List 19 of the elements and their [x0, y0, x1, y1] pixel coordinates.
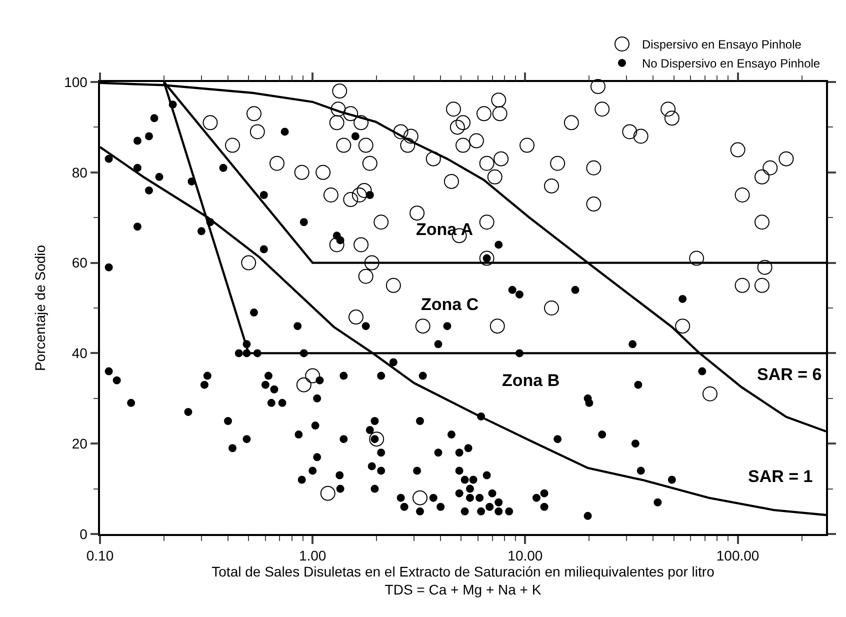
y-tick-label: 20 — [72, 436, 88, 452]
x-tick-label: 0.10 — [86, 548, 114, 564]
x-tick-label: 100.00 — [716, 548, 760, 564]
annotation: Zona A — [416, 220, 473, 239]
legend-label: Dispersivo en Ensayo Pinhole — [642, 38, 802, 52]
y-tick-label: 80 — [72, 164, 88, 180]
x-tick-label: 10.00 — [508, 548, 543, 564]
annotation: SAR = 6 — [757, 365, 822, 384]
legend-label: No Dispersivo en Ensayo Pinhole — [642, 56, 820, 71]
x-axis-title: Total de Sales Disuletas en el Extracto de Saturación en miliequivalentes por litro TDS = Ca + Mg + Na + K — [212, 564, 715, 598]
y-tick-label: 40 — [72, 345, 88, 362]
annotation: Zona C — [421, 295, 479, 314]
annotation: SAR = 1 — [748, 467, 813, 486]
annotation: Zona B — [502, 371, 560, 390]
y-axis-title: Porcentaje de Sodio — [32, 244, 48, 372]
y-tick-label: 60 — [72, 254, 88, 271]
y-tick-label: 100 — [64, 74, 88, 90]
y-tick-label: 0 — [80, 526, 88, 542]
x-tick-label: 1.00 — [298, 548, 326, 564]
